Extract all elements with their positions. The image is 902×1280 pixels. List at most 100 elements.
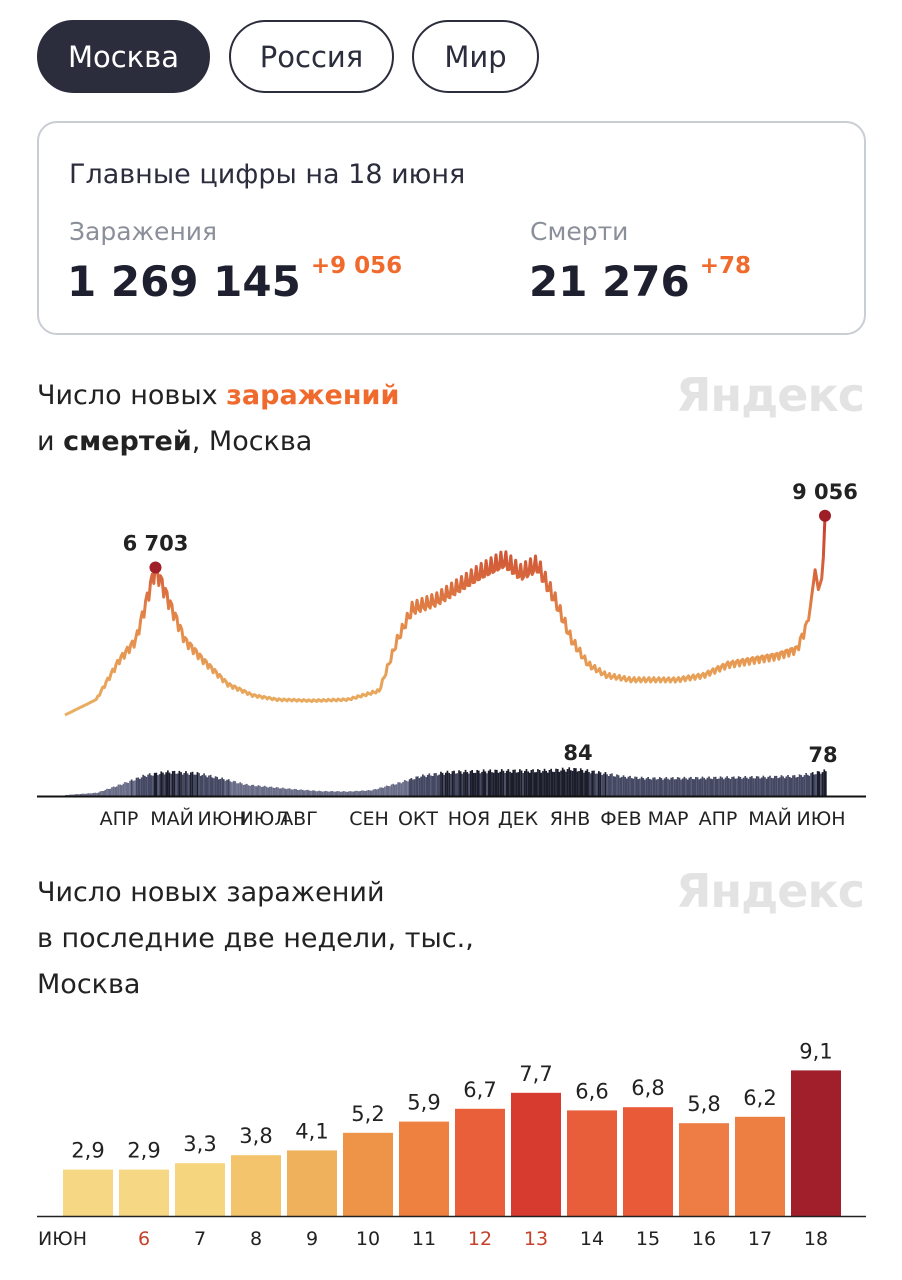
- deaths-bar: [445, 772, 447, 796]
- deaths-bar: [816, 771, 819, 796]
- deaths-bar: [736, 778, 738, 796]
- deaths-bar: [395, 784, 398, 796]
- deaths-bar: [231, 782, 233, 796]
- deaths-bar: [821, 772, 824, 796]
- deaths-bar: [782, 776, 784, 796]
- tab-russia[interactable]: Россия: [229, 20, 394, 93]
- deaths-bar: [81, 793, 84, 796]
- deaths-bar: [438, 774, 441, 796]
- deaths-bar: [507, 769, 510, 796]
- deaths-bar: [162, 772, 164, 796]
- deaths-bar: [283, 788, 286, 796]
- deaths-bar: [320, 791, 322, 796]
- deaths-bar: [175, 773, 177, 796]
- deaths-bar: [357, 791, 360, 796]
- deaths-bar: [208, 775, 210, 796]
- deaths-bar: [571, 770, 574, 796]
- deaths-bar: [594, 773, 597, 796]
- deaths-bar: [788, 777, 791, 796]
- deaths-bar: [219, 778, 222, 796]
- deaths-bar: [611, 773, 613, 796]
- deaths-bar: [565, 771, 567, 796]
- tab-world[interactable]: Мир: [412, 20, 539, 93]
- title-text: и: [37, 426, 64, 457]
- deaths-bar: [293, 788, 296, 796]
- deaths-bar: [394, 784, 396, 796]
- deaths-bar: [397, 782, 399, 796]
- bar: [399, 1121, 449, 1216]
- deaths-bar: [341, 791, 344, 796]
- deaths-bar: [635, 776, 638, 796]
- deaths-bar: [73, 794, 75, 796]
- deaths-bar: [137, 777, 140, 796]
- deaths-bar: [435, 773, 437, 796]
- deaths-bar: [561, 767, 564, 796]
- deaths-bar: [678, 777, 681, 796]
- deaths-bar: [739, 777, 742, 796]
- deaths-bar: [306, 789, 309, 796]
- deaths-bar: [588, 772, 590, 796]
- deaths-bar: [417, 776, 419, 796]
- bar-value-label: 2,9: [71, 1139, 104, 1163]
- x-tick-label: 11: [412, 1228, 436, 1250]
- deaths-delta: +78: [699, 253, 752, 279]
- bar-value-label: 6,8: [631, 1076, 664, 1100]
- deaths-bar: [714, 776, 717, 796]
- deaths-bar: [774, 775, 776, 796]
- deaths-bar: [629, 775, 631, 796]
- deaths-bar: [221, 777, 223, 796]
- deaths-bar: [606, 774, 608, 796]
- deaths-bar: [316, 791, 319, 796]
- deaths-bar: [711, 779, 714, 796]
- summary-card: Главные цифры на 18 июня Заражения 1 269…: [37, 121, 866, 335]
- deaths-bar: [239, 782, 242, 796]
- deaths-bar: [232, 780, 235, 796]
- title-line: Число новых заражений: [37, 877, 385, 908]
- deaths-bar: [185, 771, 187, 796]
- deaths-bar: [278, 788, 281, 796]
- infections-line: [64, 515, 827, 717]
- bar-value-label: 3,3: [183, 1132, 216, 1156]
- deaths-bar: [644, 779, 646, 796]
- deaths-bar: [362, 790, 365, 796]
- deaths-bar: [111, 787, 113, 796]
- deaths-bar: [458, 770, 460, 796]
- deaths-bar: [311, 790, 314, 796]
- deaths-bar: [598, 771, 600, 796]
- deaths-bar: [423, 775, 426, 796]
- deaths-bar: [71, 794, 74, 796]
- deaths-bar: [533, 772, 536, 796]
- deaths-bar: [581, 770, 584, 796]
- deaths-bar: [132, 780, 135, 796]
- deaths-bar: [542, 771, 544, 796]
- deaths-bar: [285, 789, 288, 796]
- deaths-bar: [425, 777, 427, 796]
- deaths-bar: [102, 791, 105, 796]
- deaths-bar: [379, 787, 381, 796]
- deaths-bar: [737, 776, 740, 796]
- deaths-bar: [709, 778, 712, 796]
- deaths-bar: [257, 785, 260, 796]
- annotation-label: 6 703: [123, 532, 189, 556]
- deaths-bar: [579, 768, 582, 796]
- deaths-bar: [815, 774, 817, 796]
- deaths-bar: [204, 775, 207, 796]
- deaths-bar: [621, 776, 623, 796]
- deaths-bar: [176, 773, 179, 796]
- deaths-bar: [124, 782, 126, 796]
- deaths-bar: [206, 777, 209, 796]
- deaths-bar: [690, 776, 692, 796]
- deaths-bar: [556, 769, 559, 796]
- deaths-bar: [78, 794, 80, 796]
- deaths-bar: [199, 775, 202, 796]
- deaths-bar: [76, 794, 79, 796]
- deaths-bar: [703, 777, 705, 796]
- deaths-bar: [371, 790, 373, 796]
- tab-moscow[interactable]: Москва: [37, 20, 210, 93]
- deaths-bar: [502, 770, 505, 796]
- deaths-bar: [479, 773, 482, 796]
- deaths-bar: [234, 781, 237, 796]
- deaths-bar: [466, 772, 469, 796]
- x-tick-label: ДЕК: [498, 808, 539, 830]
- deaths-bar: [640, 776, 643, 796]
